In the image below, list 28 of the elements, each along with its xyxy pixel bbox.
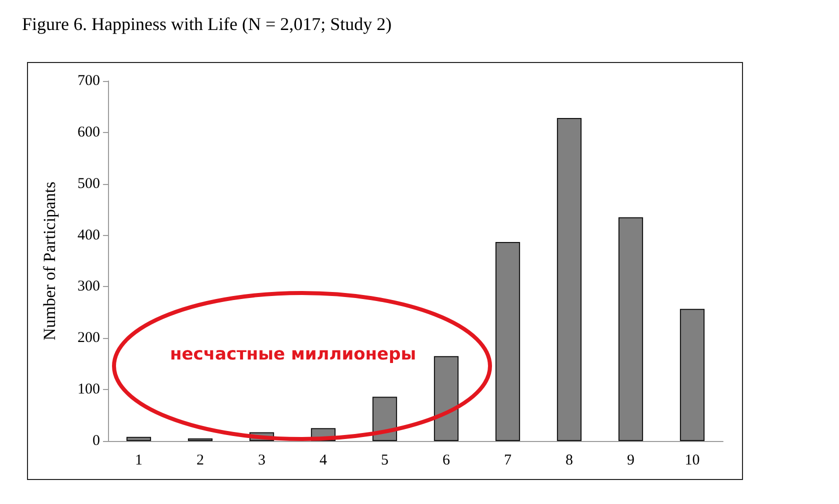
y-tick-label: 100: [78, 382, 100, 398]
y-tick-label: 0: [92, 433, 100, 449]
bar: [618, 217, 644, 441]
y-axis-title: Number of Participants: [40, 182, 59, 340]
y-tick-label: 300: [78, 278, 100, 295]
x-tick-label: 7: [504, 452, 512, 468]
x-tick-label: 3: [258, 452, 266, 468]
y-tick-label: 400: [78, 227, 100, 244]
y-tick-label: 600: [78, 124, 100, 140]
y-tick-label: 500: [78, 176, 100, 192]
x-tick-label: 8: [566, 452, 573, 468]
x-tick-label: 9: [627, 452, 634, 468]
annotation: несчастные миллионеры: [170, 344, 416, 364]
bar: [680, 308, 705, 441]
y-tick-label: 700: [78, 73, 100, 89]
bar: [556, 118, 582, 441]
x-tick-label: 6: [442, 452, 450, 468]
x-tick-label: 4: [320, 452, 328, 468]
chart-title: Figure 6. Happiness with Life (N = 2,017; Study 2): [22, 14, 392, 35]
y-tick-label: 200: [78, 330, 100, 346]
bar: [495, 242, 520, 441]
bar: [126, 436, 152, 441]
x-tick-label: 10: [684, 452, 700, 468]
x-tick-label: 5: [381, 452, 388, 468]
x-tick-label: 1: [135, 452, 142, 468]
bar: [434, 356, 459, 441]
x-tick-label: 2: [196, 452, 204, 468]
bar: [372, 396, 398, 441]
